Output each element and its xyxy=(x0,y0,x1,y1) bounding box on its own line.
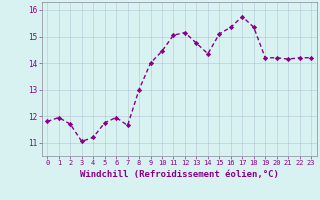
X-axis label: Windchill (Refroidissement éolien,°C): Windchill (Refroidissement éolien,°C) xyxy=(80,170,279,179)
